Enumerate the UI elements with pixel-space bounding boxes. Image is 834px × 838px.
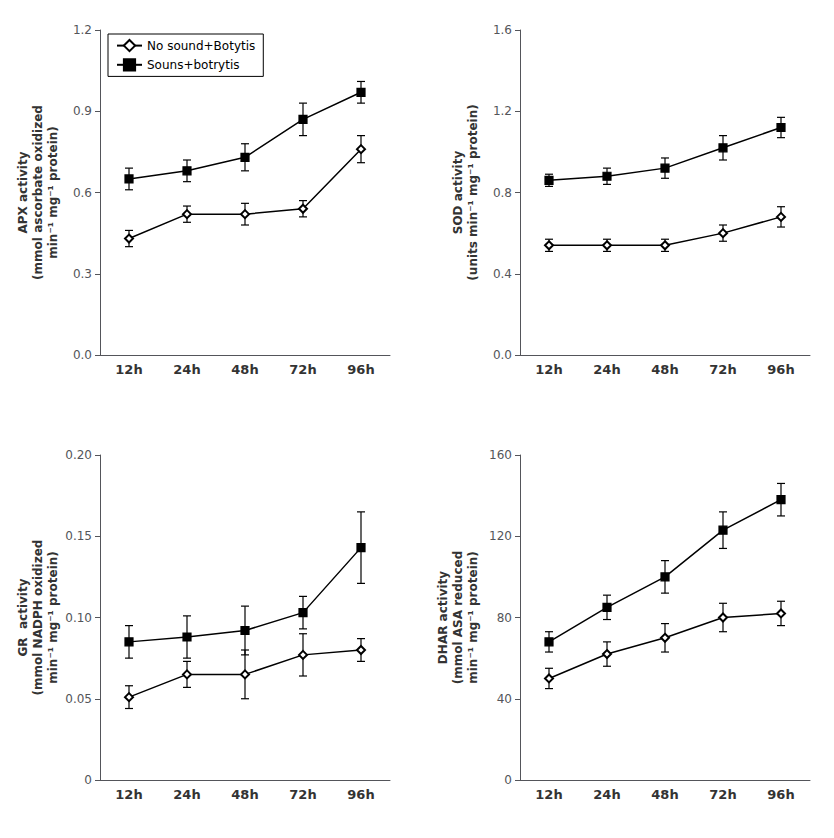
svg-text:48h: 48h xyxy=(231,787,258,802)
svg-text:min⁻¹ mg⁻¹ protein): min⁻¹ mg⁻¹ protein) xyxy=(46,126,60,259)
svg-text:160: 160 xyxy=(489,448,512,462)
svg-text:0.20: 0.20 xyxy=(65,448,92,462)
svg-text:12h: 12h xyxy=(535,787,562,802)
svg-text:APX activity: APX activity xyxy=(16,151,30,233)
svg-text:DHAR activity: DHAR activity xyxy=(436,571,450,664)
svg-text:24h: 24h xyxy=(593,362,620,377)
svg-text:72h: 72h xyxy=(289,362,316,377)
svg-text:min⁻¹ mg⁻¹ protein): min⁻¹ mg⁻¹ protein) xyxy=(46,551,60,684)
svg-text:12h: 12h xyxy=(115,787,142,802)
svg-text:1.2: 1.2 xyxy=(73,23,92,37)
svg-text:0.9: 0.9 xyxy=(73,104,92,118)
svg-text:SOD activity: SOD activity xyxy=(451,151,465,235)
svg-text:120: 120 xyxy=(489,529,512,543)
svg-text:40: 40 xyxy=(497,692,512,706)
svg-text:24h: 24h xyxy=(593,787,620,802)
svg-text:96h: 96h xyxy=(347,362,374,377)
svg-text:Souns+botrytis: Souns+botrytis xyxy=(147,58,239,72)
svg-text:0.0: 0.0 xyxy=(73,348,92,362)
svg-text:0.3: 0.3 xyxy=(73,267,92,281)
svg-text:0.4: 0.4 xyxy=(493,267,512,281)
svg-text:72h: 72h xyxy=(289,787,316,802)
svg-text:48h: 48h xyxy=(651,787,678,802)
svg-text:GR activity: GR activity xyxy=(16,578,30,656)
svg-text:1.6: 1.6 xyxy=(493,23,512,37)
svg-text:96h: 96h xyxy=(767,362,794,377)
svg-text:12h: 12h xyxy=(535,362,562,377)
svg-text:12h: 12h xyxy=(115,362,142,377)
svg-text:(mmol ascorbate oxidized: (mmol ascorbate oxidized xyxy=(31,105,45,280)
svg-text:72h: 72h xyxy=(709,362,736,377)
svg-text:96h: 96h xyxy=(767,787,794,802)
svg-text:No sound+Botytis: No sound+Botytis xyxy=(147,39,255,53)
svg-text:0.0: 0.0 xyxy=(493,348,512,362)
svg-text:0: 0 xyxy=(84,773,92,787)
svg-text:0.05: 0.05 xyxy=(65,692,92,706)
svg-text:48h: 48h xyxy=(651,362,678,377)
svg-text:48h: 48h xyxy=(231,362,258,377)
svg-text:0.15: 0.15 xyxy=(65,529,92,543)
svg-text:min⁻¹ mg⁻¹ protein): min⁻¹ mg⁻¹ protein) xyxy=(466,551,480,684)
svg-text:24h: 24h xyxy=(173,787,200,802)
svg-text:(mmol NADPH oxidized: (mmol NADPH oxidized xyxy=(31,540,45,696)
svg-text:0: 0 xyxy=(504,773,512,787)
svg-text:(units min⁻¹ mg⁻¹ protein): (units min⁻¹ mg⁻¹ protein) xyxy=(466,104,480,280)
svg-text:72h: 72h xyxy=(709,787,736,802)
svg-text:0.10: 0.10 xyxy=(65,611,92,625)
svg-text:0.8: 0.8 xyxy=(493,186,512,200)
svg-text:96h: 96h xyxy=(347,787,374,802)
svg-text:0.6: 0.6 xyxy=(73,186,92,200)
svg-text:(mmol ASA reduced: (mmol ASA reduced xyxy=(451,551,465,684)
svg-text:1.2: 1.2 xyxy=(493,104,512,118)
svg-text:24h: 24h xyxy=(173,362,200,377)
svg-text:80: 80 xyxy=(497,611,512,625)
